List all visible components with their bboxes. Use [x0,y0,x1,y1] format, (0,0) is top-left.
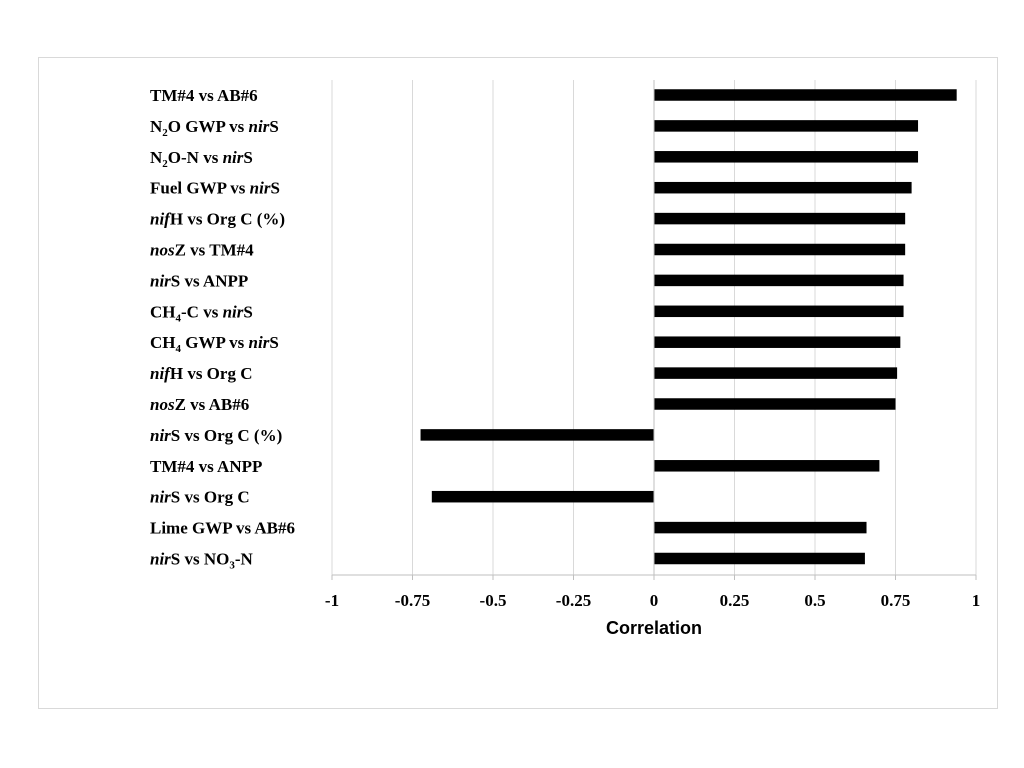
x-tick-label: -0.75 [395,591,430,610]
category-label: nifH vs Org C [150,364,252,383]
category-label: TM#4 vs ANPP [150,457,262,476]
category-label: nosZ vs TM#4 [150,241,254,260]
chart-frame [38,57,998,709]
category-label: nirS vs Org C (%) [150,426,282,445]
category-label: Fuel GWP vs nirS [150,179,280,198]
bar [654,460,880,472]
x-axis-title: Correlation [606,618,702,638]
x-tick-label: -1 [325,591,339,610]
category-label: TM#4 vs AB#6 [150,86,258,105]
bar [654,336,901,348]
bars [420,89,957,565]
x-tick-labels: -1 -0.75 -0.5 -0.25 0 0.25 0.5 0.75 1 [325,591,980,610]
x-tick-label: 0 [650,591,659,610]
category-label: nirS vs ANPP [150,271,248,290]
x-tick-label: 1 [972,591,981,610]
bar [654,521,867,534]
bar [654,274,904,287]
bar [654,552,865,565]
category-label: Lime GWP vs AB#6 [150,519,295,538]
x-axis [331,80,977,580]
category-label: nirS vs Org C [150,488,250,507]
x-tick-label: 0.25 [720,591,750,610]
x-tick-label: 0.75 [881,591,911,610]
x-tick-label: -0.25 [556,591,591,610]
category-label: CH4 GWP vs nirS [150,333,279,355]
category-label: nosZ vs AB#6 [150,395,249,414]
bar [654,243,906,256]
category-label: nifH vs Org C (%) [150,210,285,229]
bar [420,429,654,441]
bar [654,181,912,194]
bar [431,490,654,503]
category-label: CH4-C vs nirS [150,302,253,324]
bar [654,89,957,101]
category-label: N2O-N vs nirS [150,148,253,170]
x-tick-label: -0.5 [480,591,507,610]
category-label: N2O GWP vs nirS [150,117,279,139]
category-label: nirS vs NO3-N [150,550,254,572]
bar [654,305,904,318]
bar [654,398,896,410]
bar [654,212,906,225]
bar [654,120,919,132]
x-tick-label: 0.5 [804,591,825,610]
bar [654,367,898,379]
bar [654,151,919,163]
category-labels: TM#4 vs AB#6 N2O GWP vs nirS N2O-N vs nirS… [150,86,295,572]
